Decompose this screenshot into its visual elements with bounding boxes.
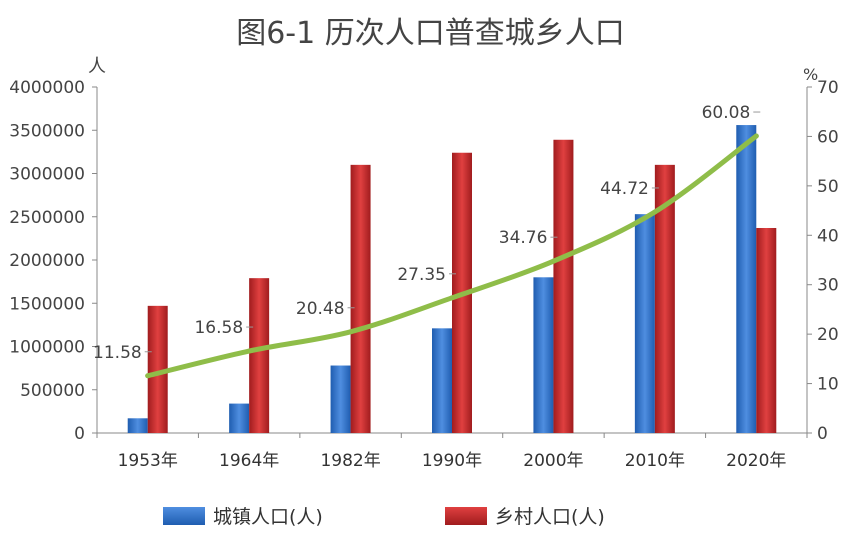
y-tick-label: 4000000 [9, 78, 85, 98]
legend-label-rural: 乡村人口(人) [495, 506, 605, 528]
legend-label-urban: 城镇人口(人) [213, 506, 323, 528]
bar-rural [553, 139, 574, 433]
x-tick-label: 1990年 [422, 451, 482, 471]
bar-urban [634, 214, 655, 433]
y2-tick-label: 50 [817, 177, 839, 197]
y2-tick-label: 30 [817, 276, 839, 296]
y-tick-label: 2500000 [9, 208, 85, 228]
legend-item-urban: 城镇人口(人) [163, 502, 323, 529]
data-label: 27.35 [397, 265, 446, 285]
y2-tick-label: 20 [817, 325, 839, 345]
bar-urban [330, 365, 351, 433]
y2-tick-label: 70 [817, 78, 839, 98]
y2-tick-label: 0 [817, 424, 828, 444]
bar-rural [350, 164, 371, 433]
bar-urban [736, 125, 757, 433]
y-tick-label: 0 [74, 424, 85, 444]
y2-axis-unit: % [803, 65, 818, 84]
y-tick-label: 1500000 [9, 294, 85, 314]
bar-urban [432, 328, 452, 433]
legend-item-rural: 乡村人口(人) [445, 502, 605, 529]
x-tick-label: 2000年 [523, 451, 583, 471]
data-label: 44.72 [600, 179, 649, 199]
x-tick-label: 2020年 [726, 451, 786, 471]
x-tick-label: 1982年 [320, 451, 380, 471]
y2-tick-label: 10 [817, 375, 839, 395]
line-point [246, 348, 252, 354]
bar-rural [147, 305, 168, 433]
x-tick-label: 1964年 [219, 451, 279, 471]
y-tick-label: 3000000 [9, 165, 85, 185]
y-tick-label: 3500000 [9, 121, 85, 141]
data-label: 60.08 [702, 103, 751, 123]
y-tick-label: 2000000 [9, 251, 85, 271]
data-label: 16.58 [194, 318, 243, 338]
y2-tick-label: 40 [817, 226, 839, 246]
line-point [753, 133, 759, 139]
y2-tick-label: 60 [817, 127, 839, 147]
bar-rural [756, 227, 777, 433]
data-label: 34.76 [499, 228, 548, 248]
legend-swatch-urban [163, 506, 205, 525]
legend-swatch-rural [445, 506, 487, 525]
bar-rural [654, 164, 675, 433]
bar-urban [533, 277, 554, 433]
line-point [550, 258, 556, 264]
line-point [145, 373, 151, 379]
line-point [348, 329, 354, 335]
line-point [449, 295, 455, 301]
x-tick-label: 2010年 [625, 451, 685, 471]
chart-title: 图6-1 历次人口普查城乡人口 [236, 16, 625, 51]
y-tick-label: 500000 [20, 381, 85, 401]
bar-urban [127, 418, 148, 433]
data-label: 20.48 [296, 299, 345, 319]
data-label: 11.58 [93, 343, 142, 363]
y-axis-unit: 人 [88, 56, 106, 77]
bar-urban [229, 403, 250, 433]
x-tick-label: 1953年 [118, 451, 178, 471]
bar-rural [249, 278, 270, 433]
line-point [652, 209, 658, 215]
y-tick-label: 1000000 [9, 338, 85, 358]
